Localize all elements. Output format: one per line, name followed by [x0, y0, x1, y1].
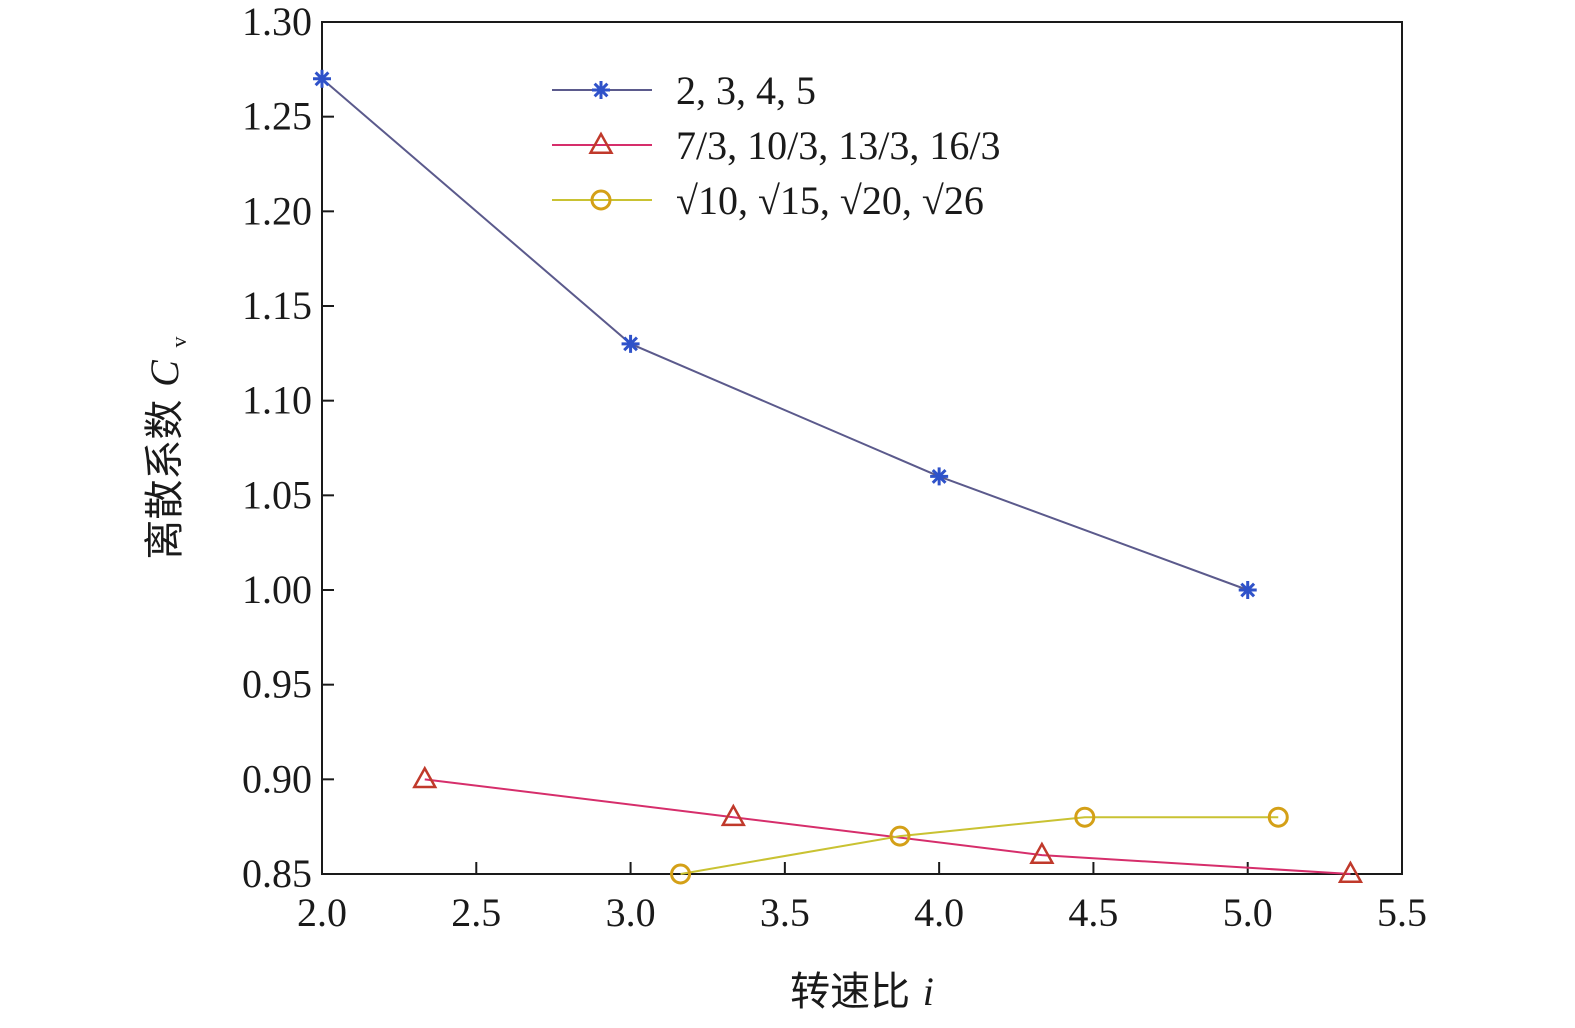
data-point: [670, 863, 692, 885]
x-tick-label: 4.0: [914, 890, 964, 935]
y-tick-label: 1.00: [242, 567, 312, 612]
legend-marker: [590, 189, 612, 211]
y-axis-ticks: 0.85 0.90 0.95 1.00 1.05 1.10 1.15 1.20 1.25 1.30: [242, 0, 334, 896]
y-tick-label: 0.95: [242, 662, 312, 707]
y-tick-label: 1.10: [242, 378, 312, 423]
data-point: [889, 825, 911, 847]
series-line: [321, 78, 1249, 591]
series-line: [424, 778, 1351, 875]
legend-marker: [588, 131, 614, 154]
x-tick-label: 3.5: [760, 890, 810, 935]
legend: 2, 3, 4, 5 7/3, 10/3, 13/3, 16/3 √10, √15,…: [552, 68, 1000, 223]
data-point: [1337, 860, 1364, 883]
series-2: [412, 765, 1364, 883]
x-axis-label-var: i: [923, 969, 934, 1014]
x-axis-ticks: 2.0 2.5 3.0 3.5 4.0 4.5 5.0 5.5: [297, 862, 1427, 935]
legend-label: 7/3, 10/3, 13/3, 16/3: [676, 123, 1000, 168]
data-point: [1238, 581, 1257, 599]
data-point: [1029, 841, 1055, 865]
data-point: [313, 69, 331, 88]
legend-marker: [592, 81, 610, 99]
y-axis-label-sub: v: [166, 336, 191, 347]
y-tick-label: 0.90: [242, 756, 312, 801]
series-3: [670, 806, 1289, 885]
plot-frame: [321, 21, 1403, 875]
legend-label: 2, 3, 4, 5: [676, 68, 816, 113]
data-point: [412, 765, 438, 789]
data-point: [1074, 806, 1096, 828]
y-tick-label: 1.25: [242, 94, 312, 139]
legend-item: 7/3, 10/3, 13/3, 16/3: [552, 123, 1000, 168]
data-point: [621, 334, 640, 353]
y-tick-label: 0.85: [242, 851, 312, 896]
legend-item: 2, 3, 4, 5: [552, 68, 816, 113]
x-tick-label: 5.0: [1223, 890, 1273, 935]
y-axis-label-text: 离散系数: [142, 400, 188, 560]
x-tick-label: 2.5: [451, 890, 501, 935]
x-tick-label: 2.0: [297, 890, 347, 935]
x-tick-label: 4.5: [1068, 890, 1118, 935]
y-axis-label-var: C: [142, 359, 187, 387]
x-tick-label: 3.0: [606, 890, 656, 935]
series-1: [313, 69, 1257, 599]
data-point: [930, 467, 949, 486]
y-axis-label: 离散系数 C v: [142, 336, 191, 559]
y-tick-label: 1.30: [242, 0, 312, 44]
data-point: [1267, 806, 1289, 828]
y-tick-label: 1.20: [242, 188, 312, 233]
x-axis-label: 转速比 i: [790, 969, 934, 1015]
series-layer: [313, 69, 1364, 885]
x-axis-label-text: 转速比: [790, 969, 910, 1015]
y-tick-label: 1.05: [242, 472, 312, 517]
series-line: [680, 816, 1279, 875]
y-tick-label: 1.15: [242, 283, 312, 328]
x-tick-label: 5.5: [1377, 890, 1427, 935]
legend-item: √10, √15, √20, √26: [552, 178, 984, 223]
legend-label: √10, √15, √20, √26: [676, 178, 984, 223]
data-point: [720, 803, 746, 827]
